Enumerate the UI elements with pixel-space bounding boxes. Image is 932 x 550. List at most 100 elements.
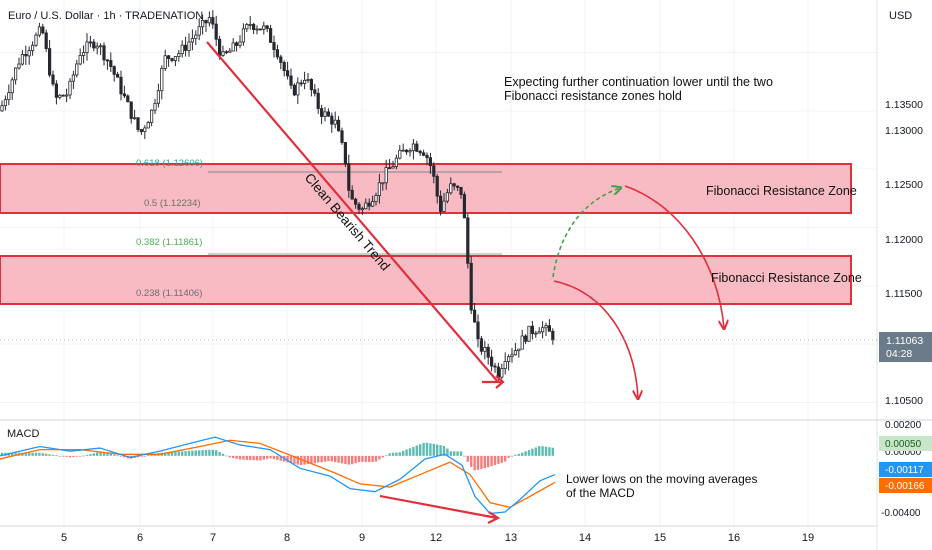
macd-hist-bar [442, 445, 446, 456]
candle [119, 70, 123, 101]
candle [95, 42, 99, 55]
macd-hist-bar [538, 446, 541, 456]
candle [367, 198, 371, 211]
current-price-badge [879, 332, 932, 362]
candle [411, 139, 416, 160]
fib-label-0618: 0.618 (1.12606) [136, 158, 203, 169]
candle [99, 43, 103, 56]
time-axis[interactable]: 5 6 7 8 9 12 13 14 15 16 19 [61, 532, 814, 544]
macd-hist-bar [62, 455, 65, 457]
candle [350, 185, 354, 200]
candle [489, 349, 494, 372]
macd-hist-bar [357, 455, 361, 463]
candle [41, 23, 45, 35]
macd-hist-bar [266, 455, 269, 459]
candle [255, 25, 259, 35]
bearish-trend-line [206, 41, 499, 383]
candle [330, 112, 334, 133]
candle [166, 55, 171, 67]
zone-label-upper: Fibonacci Resistance Zone [706, 184, 857, 198]
candle [190, 29, 194, 51]
candle [418, 149, 422, 156]
candle [391, 160, 395, 169]
macd-hist-bar [72, 455, 75, 458]
macd-hist-bar [245, 455, 248, 460]
macd-annotation-line1: Lower lows on the moving averages [566, 472, 757, 486]
price-tick: 1.13500 [885, 99, 923, 111]
macd-hist-bar [119, 455, 123, 457]
macd-hist-bar [500, 455, 503, 463]
macd-hist-bar [242, 455, 245, 460]
macd-hist-bar [38, 452, 41, 456]
time-tick: 12 [430, 532, 442, 544]
macd-hist-bar [296, 455, 299, 465]
macd-hist-bar [466, 455, 469, 462]
fib-label-0382: 0.382 (1.11861) [136, 237, 202, 248]
macd-hist-bar [238, 455, 242, 460]
candle [483, 340, 487, 360]
candle [435, 174, 439, 204]
candle [251, 22, 256, 35]
macd-axis[interactable]: 0.00200 0.00000 -0.00400 [881, 420, 922, 519]
candlestick-series [0, 10, 555, 381]
macd-hist-bar [99, 452, 102, 456]
macd-hist-bar [429, 443, 432, 456]
candle [24, 45, 28, 65]
currency-label[interactable]: USD [889, 10, 912, 22]
candle [265, 24, 269, 33]
candle [27, 46, 31, 65]
macd-hist-bar [58, 455, 61, 457]
macd-hist-bar [24, 452, 27, 456]
candle [207, 11, 211, 27]
macd-hist-bar [269, 455, 272, 459]
macd-annotation-line2: of the MACD [566, 486, 635, 500]
candle [177, 50, 181, 62]
candle [238, 35, 242, 49]
candle [333, 111, 337, 129]
macd-hist-bar [255, 455, 259, 461]
macd-hist-bar [140, 455, 143, 457]
symbol-title[interactable]: Euro / U.S. Dollar · 1h · TRADENATION [8, 10, 203, 22]
macd-hist-bar [187, 450, 191, 456]
candle [479, 335, 484, 355]
projection-arrow-up [552, 188, 620, 278]
candle [374, 192, 378, 206]
candle [384, 159, 388, 190]
macd-line [0, 436, 556, 515]
candle [105, 59, 109, 70]
candle [316, 88, 320, 114]
candle [245, 22, 249, 33]
macd-hist-bar [235, 455, 238, 459]
macd-hist-bar [364, 455, 367, 462]
candle [469, 255, 473, 315]
fib-resistance-zone-upper [0, 163, 852, 214]
macd-hist-bar [476, 455, 480, 470]
fib-label-0238: 0.238 (1.11406) [136, 288, 202, 299]
macd-label: MACD [7, 428, 39, 440]
macd-hist-badge [879, 436, 932, 451]
macd-hist-bar [507, 455, 510, 458]
macd-line-badge [879, 462, 932, 477]
candle [194, 30, 198, 46]
macd-hist-bar [85, 454, 89, 456]
candle [30, 41, 35, 56]
macd-hist-bar [347, 455, 350, 465]
macd-hist-bar [361, 455, 364, 462]
candle [173, 56, 177, 67]
candle [34, 32, 38, 47]
macd-arrow-head [487, 511, 501, 524]
candle [534, 330, 538, 338]
macd-hist-bar [541, 446, 544, 456]
price-axis[interactable]: 1.13500 1.13000 1.12500 1.12000 1.11500 … [885, 99, 923, 407]
candle [432, 162, 436, 184]
macd-hist-bar [92, 453, 95, 456]
candle [493, 362, 497, 373]
candle [292, 83, 297, 97]
macd-hist-bar [449, 451, 452, 456]
candle [102, 42, 106, 66]
annotation-main-line1: Expecting further continuation lower unt… [504, 75, 773, 89]
time-tick: 14 [579, 532, 591, 544]
macd-hist-bar [208, 449, 211, 456]
macd-hist-bar [249, 455, 252, 461]
